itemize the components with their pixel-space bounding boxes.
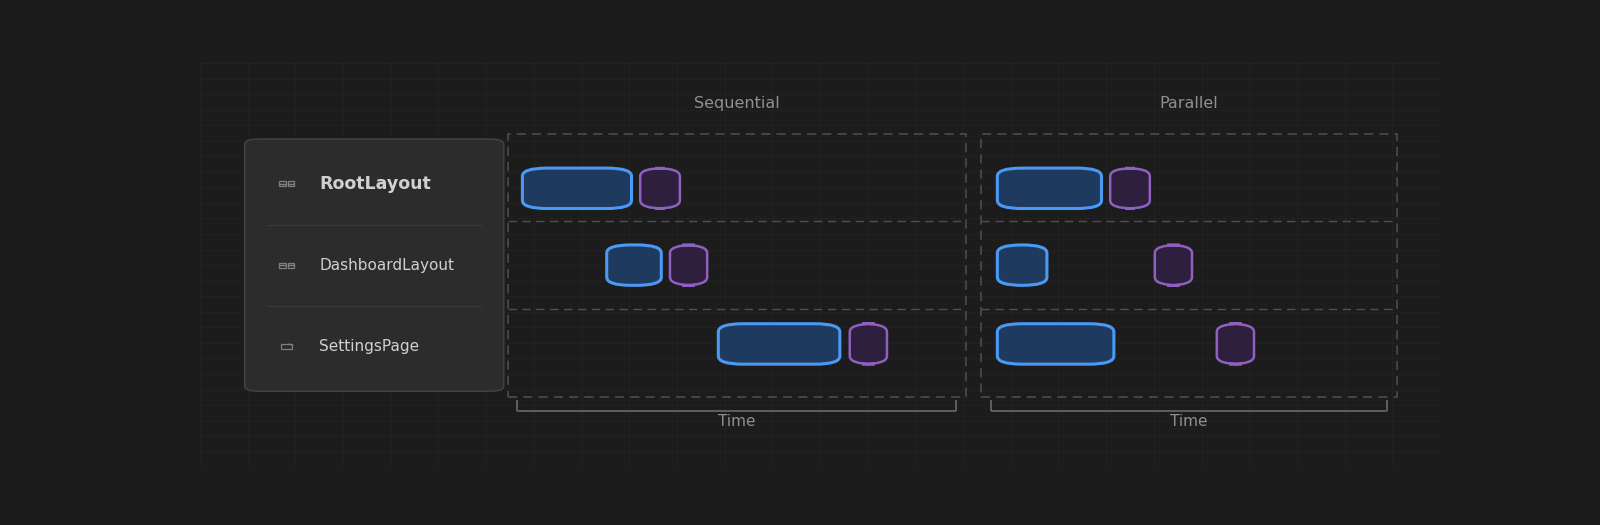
Text: Time: Time [718,414,755,429]
FancyBboxPatch shape [718,324,840,364]
Text: SettingsPage: SettingsPage [318,339,419,354]
FancyBboxPatch shape [640,168,680,208]
FancyBboxPatch shape [670,245,707,286]
FancyBboxPatch shape [1110,168,1150,208]
FancyBboxPatch shape [606,245,661,286]
FancyBboxPatch shape [1155,245,1192,286]
Text: Time: Time [1170,414,1208,429]
FancyBboxPatch shape [997,324,1114,364]
Text: Parallel: Parallel [1160,96,1218,111]
Text: Sequential: Sequential [694,96,779,111]
FancyBboxPatch shape [997,168,1101,208]
FancyBboxPatch shape [523,168,632,208]
Text: RootLayout: RootLayout [318,175,430,193]
Text: DashboardLayout: DashboardLayout [318,258,454,272]
FancyBboxPatch shape [1216,324,1254,364]
FancyBboxPatch shape [997,245,1046,286]
FancyBboxPatch shape [245,139,504,391]
FancyBboxPatch shape [850,324,886,364]
